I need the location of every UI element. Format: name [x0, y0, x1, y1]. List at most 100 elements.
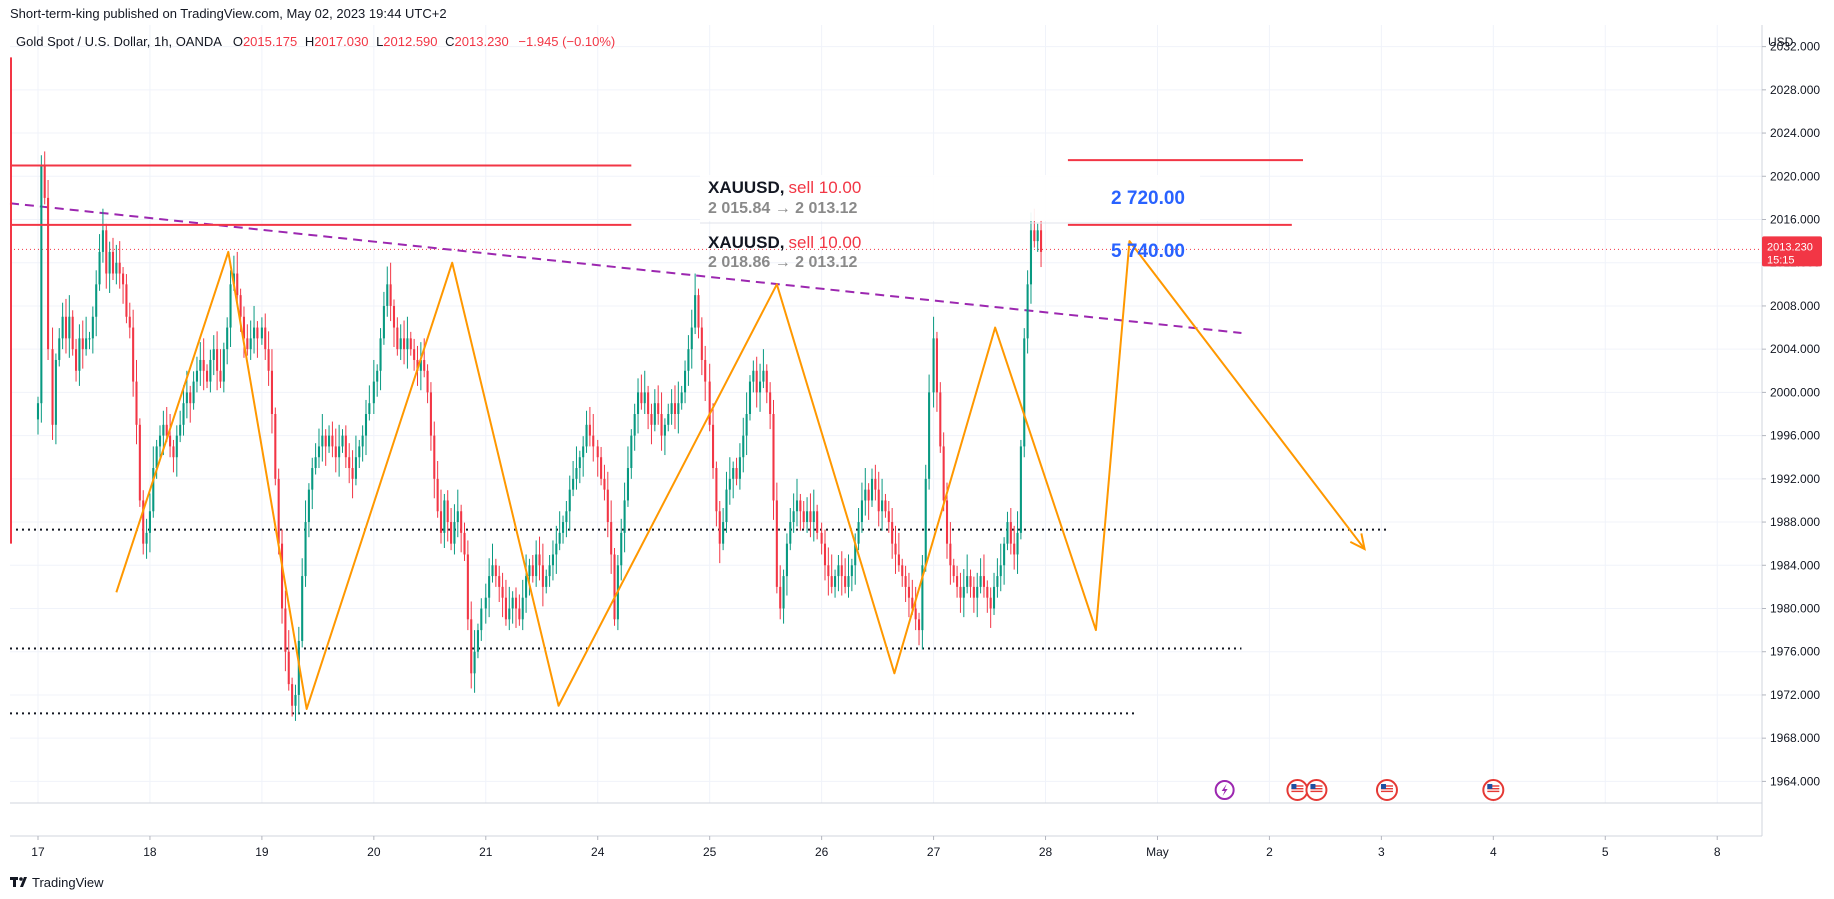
candle-body: [585, 424, 588, 447]
candle-body: [439, 511, 443, 533]
candle-body: [877, 489, 880, 512]
candle-body: [135, 381, 138, 425]
candle-body: [588, 424, 591, 436]
svg-text:XAUUSD,sell 10.00: XAUUSD, sell 10.00: [708, 178, 861, 197]
candle-body: [864, 489, 867, 501]
time-tick-label: 2: [1266, 845, 1273, 859]
candle-body: [61, 316, 64, 339]
candle-body: [694, 295, 697, 328]
candle-body: [58, 338, 61, 360]
candle-body: [501, 586, 504, 598]
candle-body: [1009, 522, 1012, 544]
candle-body: [870, 478, 874, 501]
candle-body: [603, 478, 606, 490]
candle-body: [535, 554, 538, 577]
candle-body: [466, 554, 469, 620]
candle-body: [928, 392, 931, 479]
candle-body: [633, 414, 636, 436]
us-flag-icon[interactable]: [1482, 779, 1505, 801]
candle-body: [667, 414, 670, 425]
candle-body: [361, 435, 364, 447]
candle-body: [260, 327, 263, 339]
candle-body: [827, 565, 830, 577]
candle-body: [969, 576, 972, 587]
candle-body: [966, 576, 969, 587]
candle-body: [917, 619, 921, 631]
candle-body: [812, 511, 815, 523]
time-tick-label: 18: [143, 845, 157, 859]
tradingview-logo[interactable]: TradingView: [10, 875, 104, 890]
candle-body: [68, 316, 71, 339]
candle-body: [894, 543, 897, 555]
candle-body: [189, 392, 192, 404]
candle-body: [443, 500, 446, 533]
time-axis[interactable]: 17 18 19 20 21 24 25 26 27 28 May 2 3 4 5 8: [31, 836, 1721, 859]
price-tick-label: 1996.000: [1770, 429, 1820, 443]
candle-body: [582, 446, 585, 458]
candle-body: [85, 338, 88, 350]
candle-body: [175, 435, 178, 458]
zigzag-pattern[interactable]: [115, 240, 1366, 710]
candle-body: [351, 468, 354, 479]
candle-body: [423, 359, 426, 371]
candle-body: [620, 532, 623, 566]
candle-body: [1026, 284, 1029, 339]
candle-body: [1036, 230, 1039, 242]
candle-body: [280, 543, 284, 609]
candle-body: [752, 370, 755, 382]
candle-body: [1006, 522, 1009, 544]
trade-label-1[interactable]: XAUUSD, sell 10.00 2 015.84 → 2 013.12 2 …: [700, 175, 1200, 221]
candle-body: [847, 576, 850, 587]
candle-body: [525, 576, 528, 598]
candle-body: [101, 230, 104, 252]
candle-body: [95, 284, 98, 317]
price-tick-label: 2016.000: [1770, 213, 1820, 227]
price-tick-label: 2020.000: [1770, 169, 1820, 183]
candle-body: [572, 478, 575, 490]
candle-body: [647, 392, 650, 414]
candle-body: [376, 370, 379, 382]
candle-body: [528, 565, 531, 577]
descending-trendline[interactable]: [9, 202, 1242, 334]
trade-label-2[interactable]: XAUUSD, sell 10.00 2 018.86 → 2 013.12 5 …: [708, 233, 1185, 271]
legend-close: 2013.230: [455, 34, 509, 49]
lightning-icon: [1221, 784, 1228, 796]
candle-body: [891, 522, 894, 544]
candle-body: [823, 543, 827, 566]
candle-body: [935, 338, 938, 393]
candle-body: [222, 349, 225, 382]
price-tick-label: 1992.000: [1770, 472, 1820, 486]
candle-body: [331, 435, 334, 447]
event-markers[interactable]: [1214, 779, 1505, 801]
symbol-legend[interactable]: Gold Spot / U.S. Dollar, 1h, OANDA O2015…: [16, 34, 615, 49]
candle-body: [511, 597, 514, 609]
candle-body: [745, 414, 748, 436]
candle-body: [881, 500, 884, 512]
candle-body: [185, 392, 188, 404]
candle-body: [809, 511, 812, 523]
us-flag-icon[interactable]: [1305, 779, 1328, 801]
candle-body: [755, 370, 758, 393]
earnings-lightning-icon[interactable]: [1214, 780, 1235, 800]
candle-body: [179, 424, 182, 436]
candle-body: [806, 511, 809, 523]
zigzag-layer: [115, 240, 1366, 710]
candle-body: [145, 532, 148, 544]
us-flag-icon[interactable]: [1286, 779, 1309, 801]
candle-body: [792, 511, 795, 523]
candle-body: [742, 435, 745, 458]
price-badge-bg: [1762, 236, 1822, 267]
candle-body: [867, 489, 870, 501]
candle-body: [36, 403, 40, 420]
candle-body: [209, 359, 212, 382]
candle-body: [657, 403, 660, 414]
candle-body: [219, 370, 222, 382]
candle-body: [840, 565, 843, 577]
us-flag-icon[interactable]: [1375, 779, 1398, 801]
candle-body: [558, 532, 561, 544]
candle-body: [874, 478, 877, 490]
candle-body: [844, 576, 847, 587]
candle-body: [169, 435, 172, 447]
